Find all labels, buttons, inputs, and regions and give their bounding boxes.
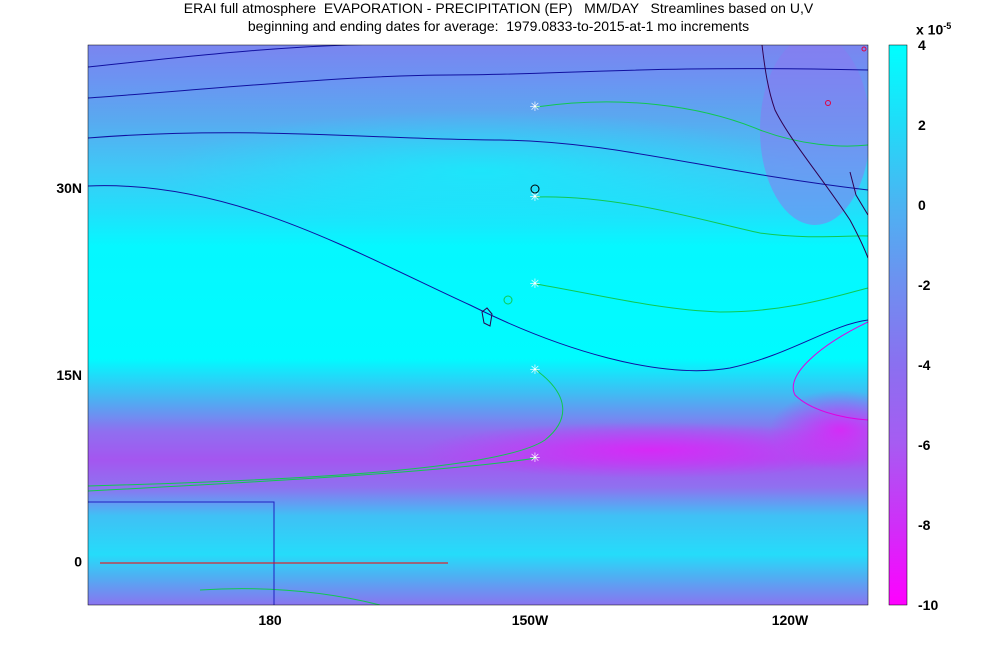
colorbar-ticks: 4 2 0 -2 -4 -6 -8 -10 (918, 37, 938, 613)
colorbar-tick-label: -4 (918, 357, 931, 373)
svg-text:✳: ✳ (530, 189, 541, 204)
y-tick-label: 0 (74, 553, 82, 569)
y-tick-label: 15N (56, 367, 82, 383)
stream-markers: ✳ ✳ ✳ ✳ ✳ (503, 46, 867, 465)
svg-text:✳: ✳ (530, 99, 541, 114)
svg-text:✳: ✳ (530, 276, 541, 291)
coastline (481, 45, 868, 327)
svg-text:✳: ✳ (530, 362, 541, 377)
colorbar-multiplier: x 10-5 (916, 21, 951, 38)
colorbar-tick-label: 2 (918, 117, 926, 133)
y-tick-label: 30N (56, 180, 82, 196)
title-line-1: ERAI full atmosphere EVAPORATION - PRECI… (183, 0, 814, 16)
evaporation-precipitation-field (88, 45, 868, 605)
title-line-2: beginning and ending dates for average: … (247, 18, 750, 34)
x-tick-label: 120W (772, 612, 809, 628)
x-tick-label: 150W (512, 612, 549, 628)
colorbar-multiplier-exponent: -5 (943, 21, 952, 31)
streamline-magenta (792, 321, 868, 421)
plot-frame (87, 44, 869, 606)
axis-ticks: 180 150W 120W 30N 15N 0 (56, 180, 809, 628)
svg-text:✳: ✳ (530, 450, 541, 465)
streamlines-green (88, 101, 868, 605)
x-tick-label: 180 (258, 612, 282, 628)
colorbar-tick-label: 4 (918, 37, 926, 53)
colorbar-tick-label: -8 (918, 517, 931, 533)
region-box (88, 501, 275, 605)
colorbar (888, 44, 908, 606)
streamlines-blue (88, 45, 868, 372)
colorbar-tick-label: 0 (918, 197, 926, 213)
colorbar-multiplier-base: x 10 (916, 21, 944, 38)
colorbar-tick-label: -6 (918, 437, 931, 453)
colorbar-tick-label: -2 (918, 277, 931, 293)
colorbar-tick-label: -10 (918, 597, 938, 613)
